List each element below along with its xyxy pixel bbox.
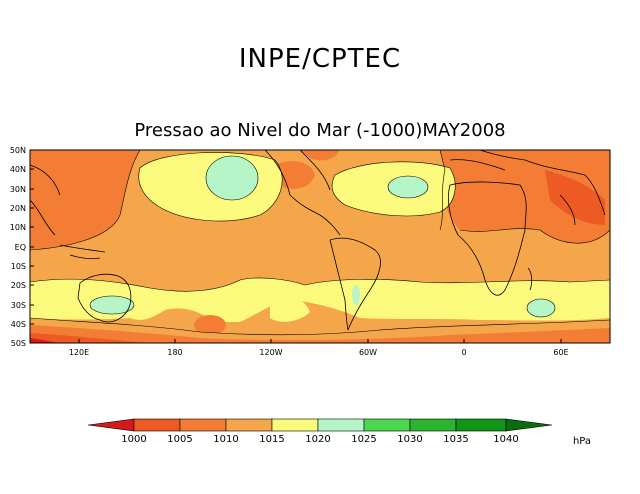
lon-label: 0 (461, 348, 466, 357)
colorbar-label: 1015 (259, 434, 284, 445)
core-australia-high (90, 296, 134, 314)
colorbar-segment (409, 418, 457, 432)
lat-label: 30S (11, 301, 26, 310)
longitude-axis: 120E 180 120W 60W 0 60E (69, 339, 569, 357)
colorbar-segment (179, 418, 227, 432)
colorbar-segment (505, 418, 553, 432)
band-southern-1000 (30, 333, 150, 343)
lat-label: 50S (11, 339, 26, 348)
core-indian-high (527, 299, 555, 317)
colorbar-label: 1040 (493, 434, 518, 445)
lon-label: 60E (553, 348, 568, 357)
core-south-america-high (352, 285, 360, 305)
colorbar: 1000 1005 1010 1015 1020 1025 1030 1035 … (87, 418, 591, 447)
map-subtitle: Pressao ao Nivel do Mar (-1000)MAY2008 (134, 120, 506, 141)
region-asia-deeper-low (545, 170, 605, 225)
colorbar-segment (225, 418, 273, 432)
lon-label: 60W (359, 348, 377, 357)
lat-label: 30N (10, 185, 26, 194)
colorbar-segment (455, 418, 507, 432)
colorbar-label: 1000 (121, 434, 146, 445)
colorbar-segment (87, 418, 135, 432)
lat-label: EQ (15, 243, 26, 252)
lat-label: 20N (10, 204, 26, 213)
region-south-pacific-high (270, 295, 310, 322)
colorbar-segment (271, 418, 319, 432)
colorbar-segment (133, 418, 181, 432)
lon-label: 180 (167, 348, 182, 357)
lat-label: 40N (10, 165, 26, 174)
colorbar-label: 1010 (213, 434, 238, 445)
colorbar-segment (363, 418, 411, 432)
region-south-pacific-low (194, 315, 226, 335)
lon-label: 120E (69, 348, 89, 357)
colorbar-segment (317, 418, 365, 432)
colorbar-label: 1020 (305, 434, 330, 445)
colorbar-label: 1005 (167, 434, 192, 445)
region-na-low (275, 161, 315, 189)
region-west-pacific-low (30, 150, 140, 250)
band-southern-below-1000 (30, 338, 60, 343)
page-title: INPE/CPTEC (238, 44, 402, 74)
lon-label: 120W (259, 348, 282, 357)
coastlines (30, 150, 606, 331)
region-north-low (300, 150, 340, 161)
contour-lines (30, 150, 610, 336)
lat-label: 10N (10, 223, 26, 232)
region-southern-high-belt (30, 277, 610, 322)
lat-label: 20S (11, 281, 26, 290)
core-atlantic-high (388, 176, 428, 198)
latitude-axis: 50N 40N 30N 20N 10N EQ 10S 20S 30S 40S 5… (10, 146, 34, 348)
band-southern-1005 (30, 325, 610, 343)
colorbar-label: 1030 (397, 434, 422, 445)
pressure-field (30, 150, 610, 343)
lat-label: 40S (11, 320, 26, 329)
lat-label: 10S (11, 262, 26, 271)
lat-label: 50N (10, 146, 26, 155)
colorbar-label: 1035 (443, 434, 468, 445)
core-pacific-high (206, 156, 258, 200)
colorbar-unit: hPa (573, 436, 591, 447)
colorbar-label: 1025 (351, 434, 376, 445)
